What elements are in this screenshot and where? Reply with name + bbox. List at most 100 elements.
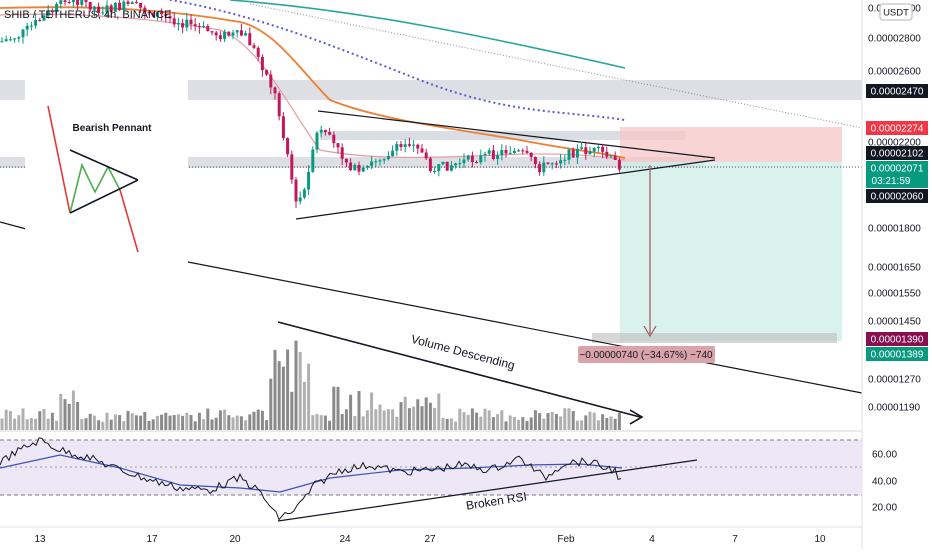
candle-body bbox=[113, 2, 117, 12]
candle-body bbox=[239, 30, 243, 36]
volume-bar bbox=[185, 412, 189, 430]
price-tick-label: 0.00001190 bbox=[868, 403, 921, 414]
volume-bar bbox=[605, 417, 609, 430]
candle-body bbox=[420, 148, 424, 153]
pennant-lower-line[interactable] bbox=[295, 159, 716, 220]
volume-bar bbox=[34, 418, 38, 430]
volume-bar bbox=[0, 418, 4, 430]
volume-bar bbox=[550, 412, 554, 430]
candle-body bbox=[567, 149, 571, 160]
candle-body bbox=[424, 152, 428, 159]
resistance-zone-mid bbox=[320, 131, 685, 140]
candle-body bbox=[521, 150, 525, 152]
volume-bar bbox=[332, 386, 336, 430]
time-tick-label: Feb bbox=[557, 534, 575, 545]
ma-teal-line bbox=[229, 0, 626, 69]
candle-body bbox=[592, 148, 596, 152]
candle-body bbox=[386, 156, 390, 160]
volume-bar bbox=[370, 392, 374, 430]
candle-body bbox=[542, 162, 546, 173]
volume-bar bbox=[441, 417, 445, 430]
candle-body bbox=[143, 7, 147, 13]
candle-body bbox=[218, 35, 222, 40]
volume-bar bbox=[256, 409, 260, 430]
candle-body bbox=[433, 171, 437, 173]
candle-body bbox=[88, 1, 92, 10]
candle-body bbox=[286, 138, 290, 155]
candle-body bbox=[109, 5, 113, 12]
currency-button[interactable] bbox=[879, 3, 913, 21]
measure-label: −0.00000740 (−34.67%) −740 bbox=[579, 350, 713, 361]
volume-bar bbox=[412, 406, 416, 430]
candle-body bbox=[147, 12, 151, 14]
time-tick-label: 10 bbox=[814, 534, 826, 545]
volume-bar bbox=[84, 418, 88, 430]
volume-bar bbox=[596, 420, 600, 430]
price-tick-label: 0.00001650 bbox=[868, 263, 921, 274]
volume-bar bbox=[223, 409, 227, 430]
volume-bar bbox=[344, 409, 348, 430]
volume-bar bbox=[260, 410, 264, 430]
candle-body bbox=[441, 161, 445, 165]
volume-bar bbox=[407, 408, 411, 430]
stop-loss-zone[interactable] bbox=[620, 127, 842, 162]
candle-body bbox=[365, 165, 369, 168]
rsi-trendline[interactable] bbox=[277, 459, 698, 522]
candle-body bbox=[546, 162, 550, 164]
badge-last-price: 0.00002071 bbox=[871, 164, 924, 175]
price-tick-label: 0.00002800 bbox=[868, 34, 921, 45]
candle-body bbox=[449, 165, 453, 171]
candle-body bbox=[25, 25, 29, 30]
candle-body bbox=[559, 160, 563, 164]
price-tick-label: 0.00001450 bbox=[868, 317, 921, 328]
candle-body bbox=[613, 155, 617, 160]
candle-body bbox=[458, 163, 462, 165]
candle-body bbox=[323, 129, 327, 133]
volume-bar bbox=[239, 416, 243, 430]
candle-body bbox=[248, 33, 252, 46]
candle-body bbox=[80, 0, 84, 5]
symbol-legend[interactable]: SHIB / TETHERUS, 4h, BINANCE bbox=[4, 9, 171, 21]
take-profit-zone[interactable] bbox=[620, 162, 842, 341]
volume-bar bbox=[311, 415, 315, 430]
candle-body bbox=[374, 161, 378, 163]
volume-bar bbox=[25, 419, 29, 430]
volume-bar bbox=[172, 415, 176, 430]
volume-bar bbox=[508, 415, 512, 430]
volume-bar bbox=[609, 416, 613, 430]
candle-body bbox=[575, 148, 579, 158]
candle-body bbox=[97, 6, 101, 14]
volume-bar bbox=[512, 416, 516, 430]
candle-body bbox=[311, 149, 315, 172]
candle-body bbox=[42, 15, 46, 21]
time-tick-label: 27 bbox=[424, 534, 436, 545]
candle-body bbox=[189, 19, 193, 25]
currency-button-label[interactable]: USDT bbox=[883, 8, 909, 19]
candle-body bbox=[584, 147, 588, 155]
ema-orange-line bbox=[0, 6, 626, 159]
volume-bar bbox=[529, 417, 533, 430]
candle-body bbox=[407, 144, 411, 146]
candle-body bbox=[454, 163, 458, 166]
candle-body bbox=[533, 156, 537, 165]
pennant-upper-line[interactable] bbox=[317, 110, 716, 159]
volume-bar bbox=[97, 420, 101, 430]
candle-body bbox=[491, 150, 495, 159]
volume-bar bbox=[328, 420, 332, 430]
badge-countdown: 03:21:59 bbox=[872, 176, 911, 187]
badge-target-low: 0.00001389 bbox=[871, 350, 924, 361]
volume-bar bbox=[336, 386, 340, 430]
volume-bar bbox=[584, 415, 588, 430]
candle-body bbox=[67, 1, 71, 3]
volume-bar bbox=[521, 417, 525, 430]
volume-bar bbox=[613, 418, 617, 430]
candle-body bbox=[181, 23, 185, 28]
candle-body bbox=[462, 159, 466, 164]
volume-trendline-arrowhead bbox=[629, 409, 644, 425]
volume-bar bbox=[164, 412, 168, 430]
candle-body bbox=[483, 153, 487, 156]
volume-bar bbox=[361, 416, 365, 430]
volume-bar bbox=[101, 421, 105, 430]
candle-body bbox=[395, 144, 399, 151]
